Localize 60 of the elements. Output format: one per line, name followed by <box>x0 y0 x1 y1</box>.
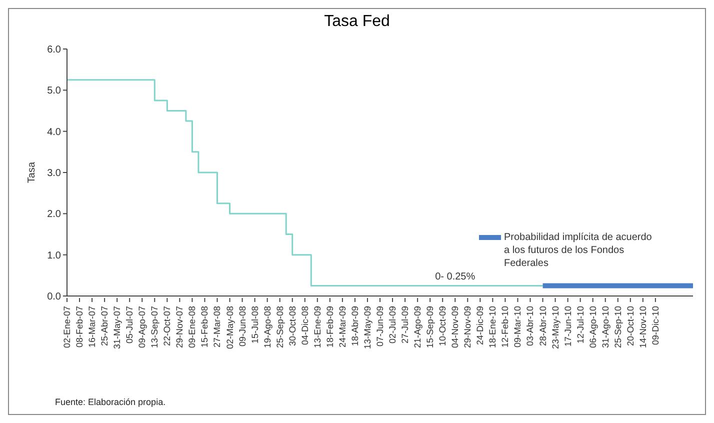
x-tick-label: 13-Sep-07 <box>150 306 160 348</box>
x-tick-label: 15-Jul-08 <box>250 306 260 344</box>
legend-label: Probabilidad implícita de acuerdo a los futuros de los Fondos Federales <box>504 231 653 270</box>
x-tick-label: 31-May-07 <box>112 306 122 350</box>
y-tick-label: 5.0 <box>47 86 62 97</box>
x-tick-label: 19-Ago-08 <box>262 306 272 348</box>
x-tick-label: 09-Ago-07 <box>137 306 148 348</box>
x-tick-label: 17-Jun-10 <box>562 306 573 347</box>
x-tick-label: 25-Abr-07 <box>100 306 110 346</box>
x-tick-label: 13-May-09 <box>362 306 372 350</box>
y-tick-label: 2.0 <box>47 209 62 220</box>
x-tick-label: 20-Oct-10 <box>625 306 636 346</box>
x-tick-label: 09-Ene-08 <box>187 306 198 348</box>
x-tick-label: 15-Feb-08 <box>200 306 210 348</box>
x-tick-label: 21-Ago-09 <box>412 306 423 348</box>
x-tick-label: 12-Jul-10 <box>575 306 586 344</box>
y-tick-label: 6.0 <box>47 44 62 56</box>
x-tick-label: 05-Jul-07 <box>124 306 135 344</box>
x-tick-label: 07-Jun-09 <box>375 306 385 347</box>
x-tick-label: 04-Nov-09 <box>450 306 460 348</box>
x-tick-label: 02-Ene-07 <box>62 306 72 348</box>
x-tick-label: 29-Nov-09 <box>462 306 473 348</box>
y-tick-label: 3.0 <box>47 168 62 180</box>
x-tick-label: 06-Ago-10 <box>588 306 598 348</box>
chart-title: Tasa Fed <box>323 13 391 32</box>
source-note: Fuente: Elaboración propia. <box>55 397 166 407</box>
x-tick-label: 25-Sep-10 <box>612 306 623 348</box>
x-tick-label: 28-Abr-10 <box>538 306 548 346</box>
x-tick-label: 14-Nov-10 <box>638 306 648 348</box>
y-tick-label: 1.0 <box>47 250 62 262</box>
x-tick-label: 04-Dic-08 <box>300 306 310 346</box>
x-tick-label: 12-Feb-10 <box>500 306 510 348</box>
x-tick-label: 09-Mar-10 <box>512 306 523 348</box>
x-tick-label: 18-Feb-09 <box>324 306 335 348</box>
x-tick-label: 18-Abr-09 <box>350 306 360 346</box>
x-tick-label: 24-Mar-09 <box>337 306 348 348</box>
x-tick-label: 03-Abr-10 <box>525 306 536 346</box>
x-tick-label: 30-Oct-08 <box>287 306 298 346</box>
y-tick-label: 4.0 <box>47 126 62 138</box>
x-tick-label: 24-Dic-09 <box>475 306 486 346</box>
x-tick-label: 08-Feb-07 <box>74 306 85 348</box>
x-tick-label: 10-Oct-09 <box>438 306 448 346</box>
y-axis-title: Tasa <box>26 162 38 184</box>
x-tick-label: 25-Sep-08 <box>274 306 285 348</box>
x-tick-label: 22-Oct-07 <box>162 306 172 346</box>
x-tick-label: 13-Ene-09 <box>312 306 322 348</box>
y-tick-label: 0.0 <box>47 292 62 303</box>
x-tick-label: 15-Sep-09 <box>425 306 436 348</box>
x-tick-label: 09-Dic-10 <box>650 306 660 346</box>
x-tick-label: 02-May-08 <box>224 306 235 350</box>
x-tick-label: 27-Jul-09 <box>400 306 410 344</box>
x-tick-label: 18-Ene-10 <box>488 306 498 348</box>
x-tick-label: 27-Mar-08 <box>212 306 222 348</box>
x-tick-label: 23-May-10 <box>550 306 560 350</box>
x-tick-label: 31-Ago-10 <box>600 306 610 348</box>
x-tick-label: 29-Nov-07 <box>174 306 185 348</box>
annotation: 0- 0.25% <box>435 272 476 283</box>
x-tick-label: 16-Mar-07 <box>87 306 98 348</box>
x-tick-label: 02-Jul-09 <box>388 306 398 344</box>
x-tick-label: 09-Jun-08 <box>237 306 248 347</box>
